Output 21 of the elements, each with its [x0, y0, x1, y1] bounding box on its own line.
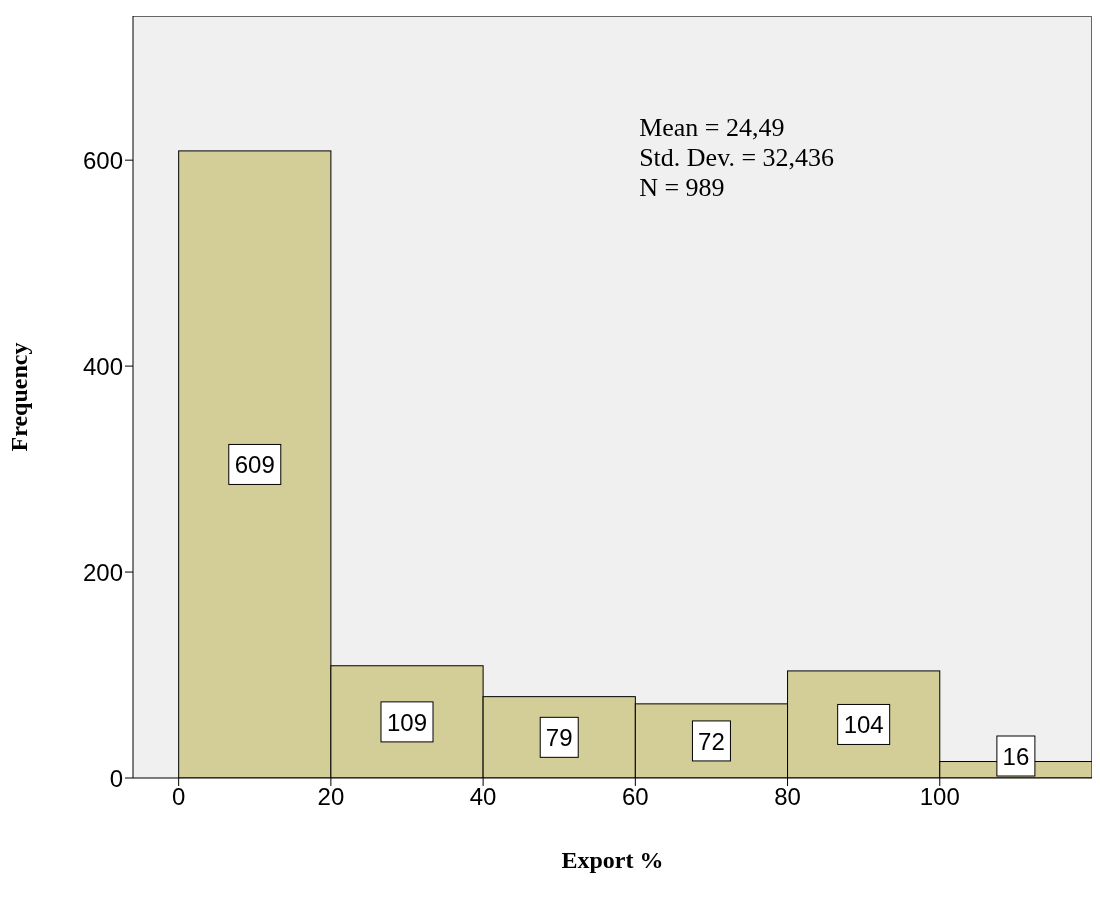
- data-label: 79: [545, 724, 573, 752]
- data-label: 109: [386, 708, 428, 736]
- annotation: Std. Dev. = 32,436: [639, 143, 835, 173]
- x-tick-label: 0: [171, 783, 186, 811]
- x-tick-label: 100: [919, 783, 960, 811]
- data-label: 72: [698, 727, 725, 755]
- x-tick-label: 60: [621, 783, 649, 811]
- y-tick-label: 0: [109, 764, 123, 792]
- y-tick-label: 400: [82, 352, 123, 380]
- annotation: N = 989: [639, 173, 726, 203]
- x-tick-label: 20: [317, 783, 345, 811]
- x-axis-title: Export %: [561, 847, 664, 873]
- data-label: 609: [234, 451, 275, 479]
- y-tick-label: 600: [82, 146, 123, 174]
- annotation: Mean = 24,49: [639, 113, 786, 143]
- y-axis-title: Frequency: [5, 342, 32, 452]
- data-label: 16: [1002, 743, 1030, 770]
- y-tick-label: 200: [82, 558, 123, 586]
- data-label: 104: [843, 711, 884, 739]
- x-tick-label: 40: [469, 783, 497, 811]
- x-tick-label: 80: [774, 783, 801, 811]
